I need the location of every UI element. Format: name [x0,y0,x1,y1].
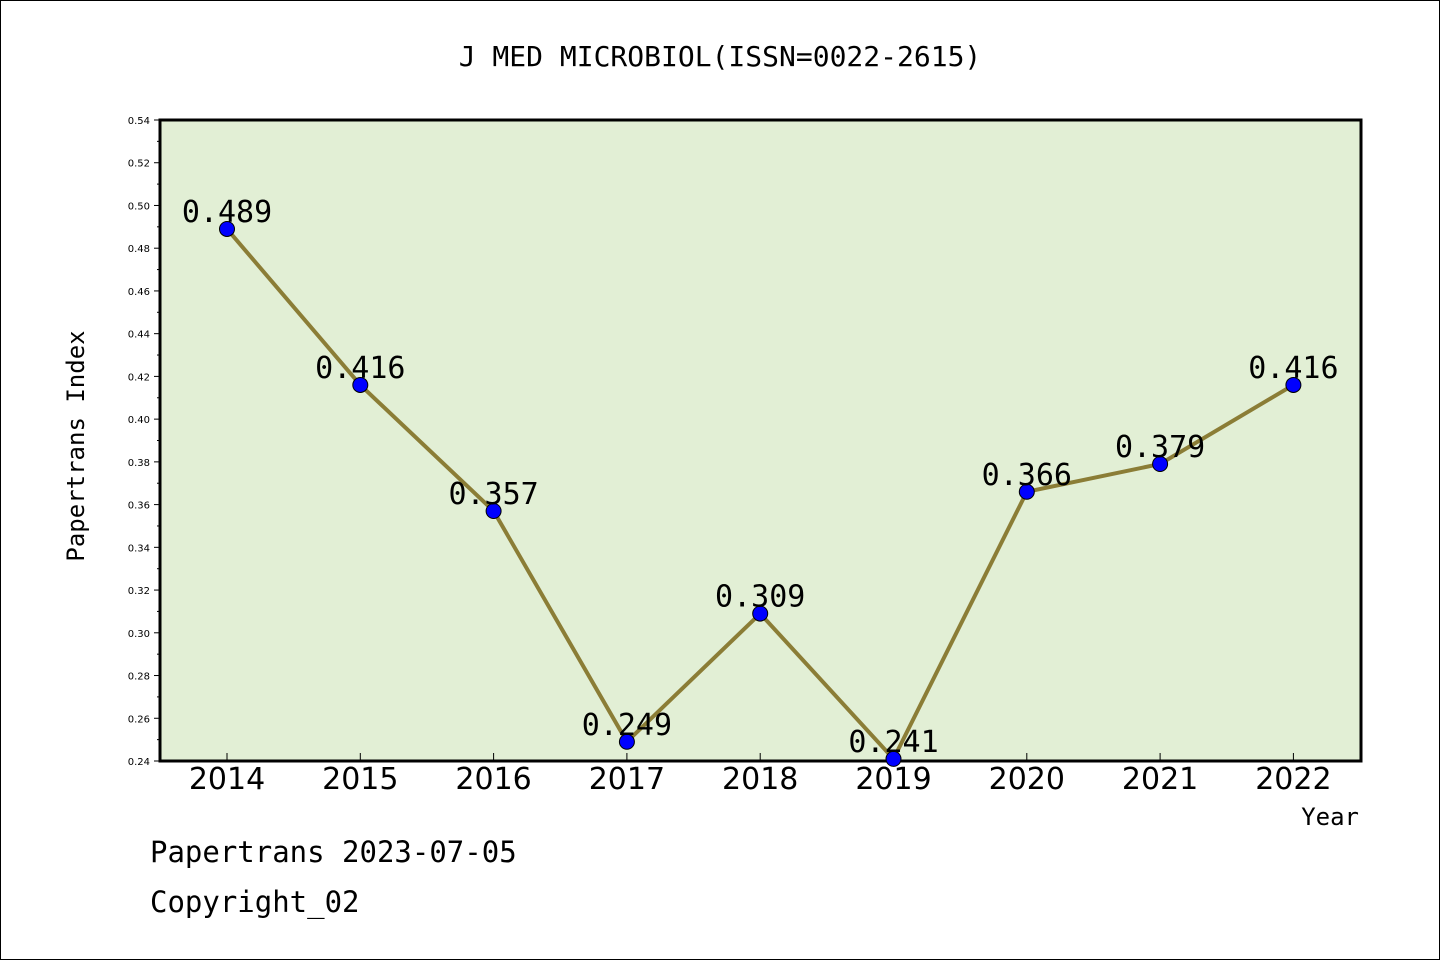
data-label: 0.379 [1115,430,1205,465]
data-point [1152,456,1169,473]
data-label: 0.357 [448,477,538,512]
data-label: 0.489 [182,195,272,230]
data-label: 0.309 [715,580,805,615]
x-tick-label: 2022 [1255,762,1331,797]
y-tick-label: 0.28 [128,672,150,683]
y-tick-label: 0.44 [128,330,150,341]
data-point [219,220,235,237]
y-tick-label: 0.48 [128,244,150,255]
y-tick-label: 0.26 [128,714,150,725]
data-point [485,503,502,520]
data-label: 0.416 [315,351,405,386]
y-axis-label: Papertrans Index [62,330,90,561]
x-tick-label: 2017 [589,762,665,797]
x-tick-label: 2018 [722,762,798,797]
data-point [352,376,369,393]
x-tick-label: 2015 [322,762,398,797]
data-point [885,750,902,767]
data-labels: 0.489 0.416 0.357 0.249 0.309 0.241 0.366 0.379… [182,195,1339,760]
y-tick-label: 0.46 [128,287,150,298]
y-tick-label: 0.36 [128,501,150,512]
chart-title: J MED MICROBIOL(ISSN=0022-2615) [459,40,982,73]
plot-area [158,118,1363,763]
x-tick-label: 2016 [455,762,531,797]
x-tick-label: 2019 [855,762,931,797]
data-point [752,605,769,622]
y-tick-label: 0.42 [128,372,150,383]
data-point [618,733,635,750]
footer-date: Papertrans 2023-07-05 [150,835,517,869]
y-tick-label: 0.38 [128,458,150,469]
data-point [1018,483,1035,500]
x-tick-label: 2020 [989,762,1065,797]
x-tick-label: 2021 [1122,762,1198,797]
y-tick-label: 0.32 [128,586,150,597]
data-label: 0.241 [848,725,938,760]
y-axis: 0.24 0.26 0.28 0.30 0.32 0.34 0.36 0.38 0.40 0.42… [128,116,160,768]
series-markers [219,220,1302,767]
y-tick-label: 0.30 [128,629,150,640]
y-tick-label: 0.50 [128,201,150,212]
x-tick-label: 2014 [189,762,265,797]
data-label: 0.416 [1248,351,1338,386]
y-tick-label: 0.54 [128,116,150,127]
y-tick-label: 0.52 [128,159,150,170]
y-tick-label: 0.40 [128,415,150,426]
y-tick-label: 0.34 [128,543,150,554]
data-point [1285,376,1302,393]
y-tick-label: 0.24 [128,757,150,768]
x-axis: 2014 2015 2016 2017 2018 2019 2020 2021 2022 [189,753,1332,797]
data-label: 0.249 [582,708,672,743]
x-axis-label: Year [1301,803,1359,831]
data-label: 0.366 [982,458,1072,493]
footer-copyright: Copyright_02 [150,885,360,919]
